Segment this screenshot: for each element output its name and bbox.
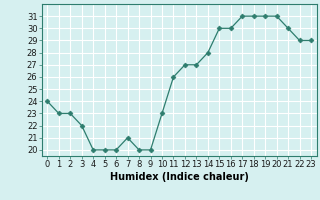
X-axis label: Humidex (Indice chaleur): Humidex (Indice chaleur) [110, 172, 249, 182]
